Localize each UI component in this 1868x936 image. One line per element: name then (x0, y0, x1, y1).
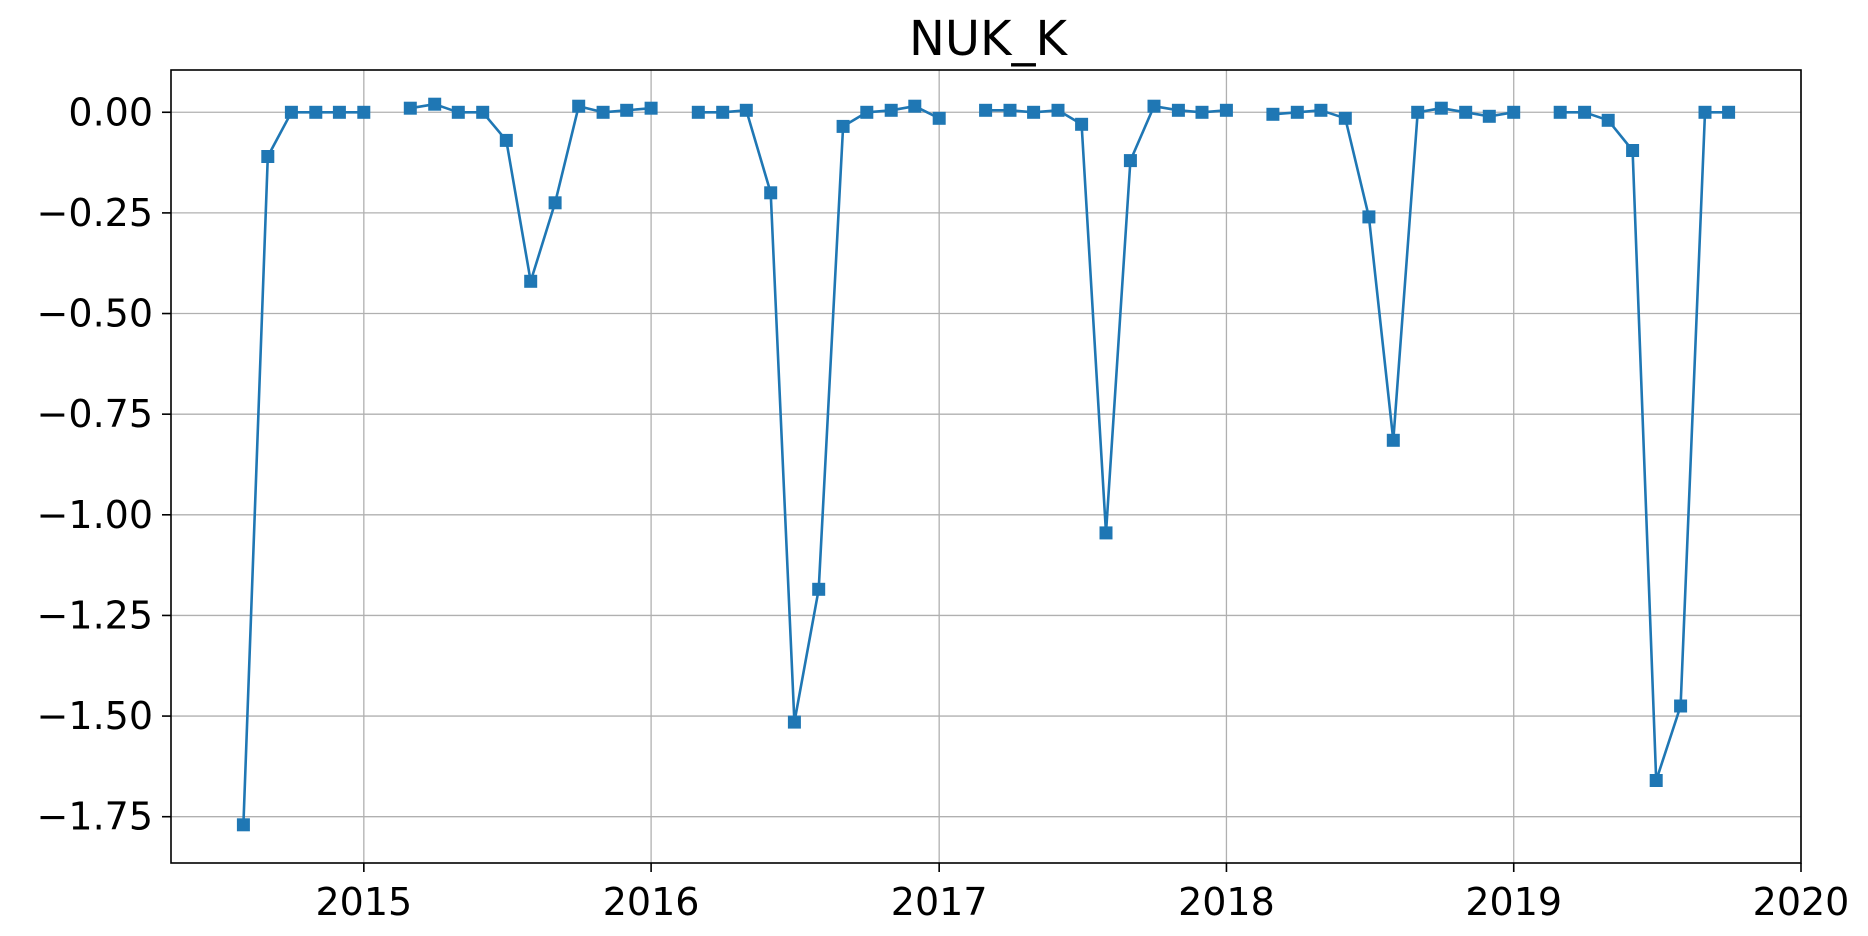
data-point (357, 105, 371, 119)
data-point (1434, 101, 1448, 115)
data-point (261, 150, 275, 163)
x-tick-label: 2017 (891, 880, 988, 924)
data-point (764, 186, 778, 200)
data-point (1698, 105, 1712, 119)
data-point (787, 715, 801, 729)
data-point (1411, 105, 1425, 119)
data-point (1314, 103, 1328, 117)
data-point (1722, 105, 1736, 119)
data-point (1027, 105, 1041, 119)
data-point (1195, 105, 1209, 119)
plot-frame (170, 69, 1802, 864)
data-point (691, 105, 705, 119)
data-point (884, 103, 898, 117)
x-tick-label: 2015 (315, 880, 412, 924)
data-point (1147, 99, 1161, 113)
y-tick-label: −0.50 (37, 292, 153, 336)
data-point (1075, 117, 1089, 131)
x-tick-label: 2018 (1178, 880, 1275, 924)
data-point (860, 105, 874, 119)
data-point (932, 111, 946, 125)
data-point (1123, 154, 1137, 168)
data-point (236, 818, 250, 832)
data-point (1649, 774, 1663, 787)
data-point (716, 105, 730, 119)
y-tick-label: −1.50 (37, 694, 153, 738)
data-point (1386, 433, 1400, 447)
data-point (1553, 105, 1567, 119)
data-point (1459, 105, 1473, 119)
series (236, 97, 1736, 832)
x-tick-label: 2019 (1465, 880, 1562, 924)
data-point (1051, 103, 1065, 117)
data-point (548, 196, 562, 210)
data-point (644, 101, 658, 115)
data-point (428, 97, 442, 111)
y-tick-label: 0.00 (68, 90, 153, 134)
data-point (332, 105, 346, 119)
data-point (1674, 699, 1688, 713)
chart-title: NUK_K (909, 11, 1069, 67)
data-point (476, 105, 490, 119)
y-tick-label: −1.00 (37, 493, 153, 537)
data-point (499, 133, 513, 147)
y-tick-label: −0.25 (37, 191, 153, 235)
data-point (620, 103, 634, 117)
data-point (1099, 526, 1113, 540)
data-point (1626, 144, 1640, 157)
data-point (1219, 103, 1233, 117)
data-point (908, 99, 922, 113)
data-point (979, 103, 993, 117)
data-point (1507, 105, 1521, 119)
y-tick-label: −1.75 (37, 795, 153, 839)
data-point (451, 105, 465, 119)
data-point (1578, 105, 1592, 119)
data-point (284, 105, 298, 119)
data-point (1266, 107, 1280, 121)
data-point (1362, 210, 1376, 224)
data-point (1601, 113, 1615, 127)
y-tick-label: −0.75 (37, 392, 153, 436)
data-point (1290, 105, 1304, 119)
x-tick-label: 2020 (1753, 880, 1850, 924)
data-point (309, 105, 323, 119)
data-point (524, 274, 538, 288)
data-point (403, 101, 417, 115)
x-tick-label: 2016 (603, 880, 700, 924)
data-point (739, 103, 753, 117)
data-point (1171, 103, 1185, 117)
ticks: 2015 2016 2017 2018 2019 2020 0.00 −0.25 −0.50 −0… (37, 90, 1850, 924)
y-tick-label: −1.25 (37, 593, 153, 637)
data-point (1482, 109, 1496, 123)
data-point (572, 99, 586, 113)
data-point (836, 119, 850, 133)
data-point (812, 582, 826, 596)
data-point (596, 105, 610, 119)
data-point (1003, 103, 1017, 117)
data-point (1338, 111, 1352, 125)
